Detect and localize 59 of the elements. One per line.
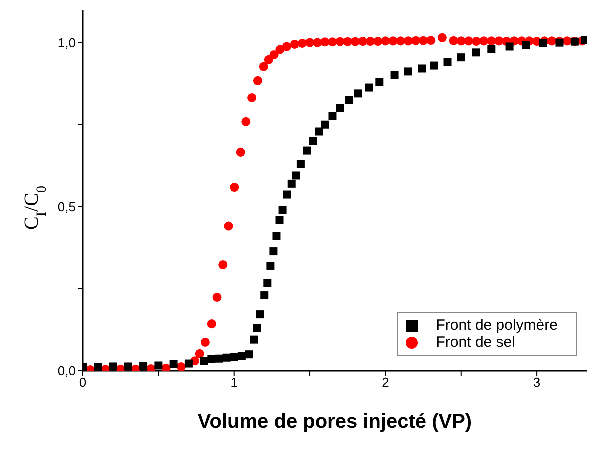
point	[154, 362, 163, 370]
x-tick-label: 1	[230, 375, 238, 390]
point	[376, 78, 384, 86]
point	[296, 160, 305, 168]
x-tick-label: 2	[382, 375, 390, 390]
legend-label: Front de sel	[436, 334, 516, 351]
point	[365, 84, 374, 92]
point	[390, 70, 399, 79]
point	[272, 232, 281, 240]
point	[253, 324, 262, 332]
point	[266, 262, 275, 270]
point	[170, 360, 178, 368]
point	[264, 279, 272, 288]
point	[184, 360, 193, 368]
legend-label: Front de polymère	[436, 317, 558, 334]
point	[418, 64, 426, 73]
point	[283, 190, 292, 199]
point	[230, 353, 238, 362]
point	[309, 137, 318, 146]
point	[278, 206, 287, 214]
point	[315, 128, 324, 136]
x-axis-title: Volume de pores injecté (VP)	[196, 411, 474, 434]
point	[260, 292, 269, 300]
point	[328, 112, 337, 120]
point	[522, 41, 530, 50]
point	[457, 54, 466, 62]
point	[303, 146, 311, 155]
point	[430, 62, 438, 70]
y-tick-label: 0,5	[58, 200, 76, 215]
point	[488, 45, 496, 54]
point	[292, 172, 300, 180]
x-tick-label: 3	[533, 375, 541, 390]
point	[256, 310, 264, 319]
point	[250, 336, 258, 344]
point	[354, 90, 362, 98]
point	[336, 104, 344, 112]
point	[288, 180, 296, 188]
point	[404, 68, 412, 76]
point	[539, 39, 548, 48]
point	[140, 362, 148, 370]
point	[321, 120, 330, 129]
y-tick-label: 1,0	[58, 35, 76, 50]
point	[472, 48, 481, 57]
point	[124, 362, 132, 371]
point	[215, 354, 224, 363]
point	[208, 356, 216, 364]
point	[270, 248, 278, 256]
point	[238, 352, 246, 360]
point	[245, 350, 254, 359]
point	[200, 357, 208, 366]
point	[94, 363, 102, 371]
point	[222, 354, 231, 362]
point	[506, 42, 514, 51]
x-tick-label: 0	[79, 375, 87, 390]
point	[444, 58, 452, 66]
y-tick-label: 0,0	[58, 364, 76, 379]
point	[109, 362, 118, 371]
point	[345, 96, 354, 104]
point	[276, 216, 284, 224]
